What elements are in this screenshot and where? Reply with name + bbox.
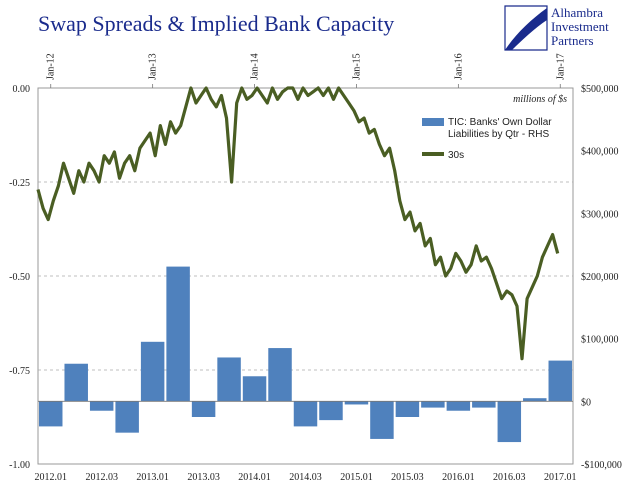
- logo-line-1: Alhambra: [551, 5, 603, 20]
- bar: [421, 401, 445, 408]
- left-tick-label: -1.00: [9, 460, 30, 471]
- right-tick-label: $300,000: [581, 209, 619, 220]
- logo-line-2: Investment: [551, 19, 609, 34]
- legend-bar-label-2: Liabilities by Qtr - RHS: [448, 129, 549, 140]
- bar: [191, 401, 216, 417]
- bar: [140, 341, 165, 402]
- bar: [217, 357, 241, 402]
- bar: [39, 401, 63, 427]
- top-tick-label: Jan-12: [46, 53, 57, 80]
- bottom-axis: 2012.01 2012.03 2013.01 2013.03 2014.01 2014.…: [34, 472, 576, 483]
- bar: [64, 363, 88, 402]
- bar: [548, 360, 572, 402]
- bottom-tick-label: 2013.01: [136, 472, 169, 483]
- left-tick-label: -0.25: [9, 178, 30, 189]
- top-tick-label: Jan-17: [555, 53, 566, 80]
- bottom-tick-label: 2012.03: [85, 472, 118, 483]
- bar: [115, 401, 139, 433]
- right-axis: $500,000 $400,000 $300,000 $200,000 $100,000…: [581, 84, 622, 471]
- left-axis: 0.00 -0.25 -0.50 -0.75 -1.00: [9, 84, 30, 471]
- bottom-tick-label: 2015.01: [340, 472, 373, 483]
- logo: Alhambra Investment Partners: [504, 5, 609, 51]
- top-tick-label: Jan-16: [453, 53, 464, 80]
- right-tick-label: -$100,000: [581, 460, 622, 471]
- bottom-tick-label: 2016.01: [442, 472, 475, 483]
- line-series: [36, 86, 560, 361]
- bottom-tick-label: 2015.03: [391, 472, 424, 483]
- bottom-tick-label: 2014.03: [289, 472, 322, 483]
- bottom-tick-label: 2013.03: [187, 472, 220, 483]
- legend-swatch-bar: [422, 118, 444, 126]
- bar: [319, 401, 343, 421]
- top-tick-label: Jan-13: [148, 53, 159, 80]
- legend-bar-label-1: TIC: Banks' Own Dollar: [448, 117, 552, 128]
- top-tick-label: Jan-15: [351, 53, 362, 80]
- right-axis-unit: millions of $s: [513, 94, 567, 105]
- bar: [497, 401, 522, 443]
- bar: [89, 401, 114, 411]
- bottom-tick-label: 2012.01: [34, 472, 67, 483]
- bar: [370, 401, 394, 439]
- top-axis: Jan-12 Jan-13 Jan-14 Jan-15 Jan-16 Jan-17: [46, 53, 566, 88]
- right-tick-label: $100,000: [581, 335, 619, 346]
- logo-swoosh-icon: [505, 8, 547, 50]
- bar: [268, 348, 292, 402]
- logo-line-3: Partners: [551, 33, 594, 48]
- bottom-tick-label: 2017.01: [544, 472, 577, 483]
- bottom-tick-label: 2014.01: [238, 472, 271, 483]
- grid: [38, 181, 573, 371]
- bar: [344, 401, 369, 405]
- right-tick-label: $0: [581, 397, 591, 408]
- legend: TIC: Banks' Own Dollar Liabilities by Qt…: [422, 117, 552, 161]
- left-tick-label: -0.50: [9, 272, 30, 283]
- right-tick-label: $200,000: [581, 272, 619, 283]
- left-tick-label: -0.75: [9, 366, 30, 377]
- bar: [523, 398, 547, 402]
- bar-series: [39, 266, 572, 443]
- bar: [395, 401, 420, 417]
- bar: [472, 401, 496, 408]
- top-tick-label: Jan-14: [250, 53, 261, 80]
- bar: [242, 376, 267, 402]
- bar: [446, 401, 471, 411]
- bottom-tick-label: 2016.03: [493, 472, 526, 483]
- bar: [166, 266, 190, 402]
- line-path: [36, 86, 560, 361]
- left-tick-label: 0.00: [13, 84, 31, 95]
- right-tick-label: $500,000: [581, 84, 619, 95]
- chart-title: Swap Spreads & Implied Bank Capacity: [38, 11, 394, 36]
- legend-line-label: 30s: [448, 150, 464, 161]
- right-tick-label: $400,000: [581, 147, 619, 158]
- bar: [293, 401, 318, 427]
